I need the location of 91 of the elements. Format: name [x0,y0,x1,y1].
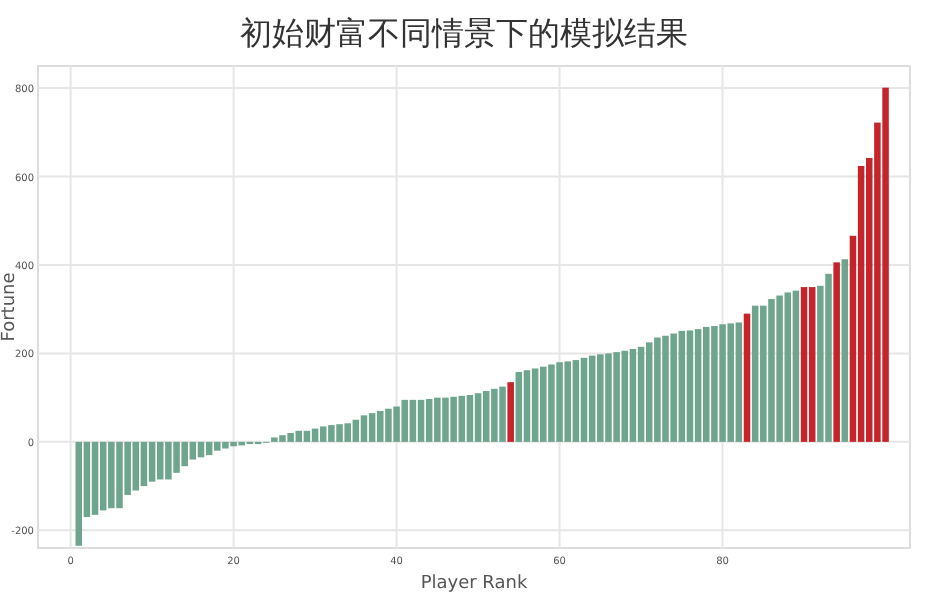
bar [173,441,180,473]
bar [743,313,751,442]
bar [450,396,457,442]
bar [572,360,580,442]
bar [165,441,172,480]
bar [833,262,840,442]
bar [385,408,392,442]
bar [580,357,588,442]
bar [531,368,539,442]
bar [474,393,482,442]
bar [140,441,148,487]
bar [597,354,604,442]
bar [458,395,466,442]
bar [645,342,653,442]
bar [751,305,759,442]
bar [360,415,368,442]
bar [75,441,83,546]
bar [703,326,710,442]
bar [336,424,343,442]
bar [352,419,360,442]
bar [491,388,498,442]
bar [368,413,376,442]
bar [279,435,286,442]
bar [116,441,123,509]
bar [621,350,629,442]
bar [91,441,99,515]
bar [540,366,547,442]
bar [409,399,417,442]
bar [792,290,800,442]
bar [417,399,425,442]
y-axis-title: Fortune [0,271,20,342]
bar [482,391,490,442]
bar [719,324,726,442]
bar [727,323,734,442]
bar [654,337,661,442]
bar [662,335,669,442]
bar [377,410,384,442]
bar [564,361,571,442]
bar [784,292,792,442]
bar [711,326,718,442]
bar [466,395,474,442]
bar [108,441,115,509]
bar [319,426,327,442]
bar [882,87,889,442]
bar [841,259,849,442]
bar [808,287,816,442]
bar [434,397,441,442]
bar [156,441,164,480]
bar [499,386,506,442]
bar [311,428,319,442]
bar [686,330,694,442]
bar [760,305,767,442]
bar [214,441,221,451]
bar [768,299,775,442]
bar [605,353,612,442]
bar [670,333,677,442]
bar [442,397,449,442]
bar [629,349,637,442]
bar [637,346,645,442]
bar [344,423,351,442]
bar [800,287,808,442]
bar [148,441,156,482]
bar [222,441,229,449]
bar [393,406,400,442]
bar [132,441,140,491]
x-axis-title: Player Rank [420,574,529,594]
bar [548,364,555,442]
bar [556,362,563,442]
bar [523,370,531,442]
bar [295,430,303,442]
bar [328,425,335,442]
bar [613,352,620,442]
bar [515,372,523,442]
bar [205,441,213,456]
bar [425,398,433,442]
bar [189,441,197,460]
bar [735,322,743,442]
bar [181,441,188,467]
bar [825,273,832,442]
bar [507,382,514,442]
bar [776,295,783,442]
bar [99,441,107,511]
bar [678,330,686,442]
bar [857,165,865,442]
bar [694,329,702,442]
bar [401,399,408,442]
bar [230,441,237,447]
chart-title: 初始财富不同情景下的模拟结果 [240,14,688,52]
bar [588,355,596,442]
bar [287,433,294,442]
bar [303,430,311,442]
